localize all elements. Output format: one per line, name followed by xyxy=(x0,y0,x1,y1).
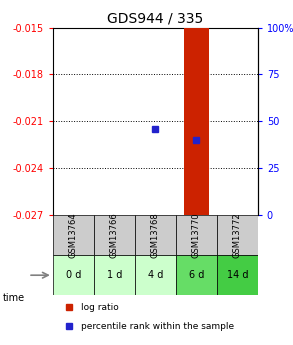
Text: GSM13772: GSM13772 xyxy=(233,212,242,258)
FancyBboxPatch shape xyxy=(176,215,217,255)
FancyBboxPatch shape xyxy=(135,255,176,295)
Text: GSM13764: GSM13764 xyxy=(69,212,78,258)
Text: 1 d: 1 d xyxy=(107,270,122,280)
FancyBboxPatch shape xyxy=(176,255,217,295)
FancyBboxPatch shape xyxy=(217,215,258,255)
Text: percentile rank within the sample: percentile rank within the sample xyxy=(81,322,235,331)
FancyBboxPatch shape xyxy=(94,255,135,295)
Text: 6 d: 6 d xyxy=(189,270,204,280)
Text: GSM13770: GSM13770 xyxy=(192,212,201,258)
Title: GDS944 / 335: GDS944 / 335 xyxy=(107,11,203,25)
FancyBboxPatch shape xyxy=(217,255,258,295)
FancyBboxPatch shape xyxy=(135,215,176,255)
Text: 0 d: 0 d xyxy=(66,270,81,280)
Text: GSM13766: GSM13766 xyxy=(110,212,119,258)
FancyBboxPatch shape xyxy=(53,215,94,255)
Text: 4 d: 4 d xyxy=(148,270,163,280)
Text: time: time xyxy=(3,294,25,303)
Bar xyxy=(184,28,209,215)
Text: 14 d: 14 d xyxy=(226,270,248,280)
FancyBboxPatch shape xyxy=(94,215,135,255)
Text: log ratio: log ratio xyxy=(81,303,119,312)
FancyBboxPatch shape xyxy=(53,255,94,295)
Text: GSM13768: GSM13768 xyxy=(151,212,160,258)
